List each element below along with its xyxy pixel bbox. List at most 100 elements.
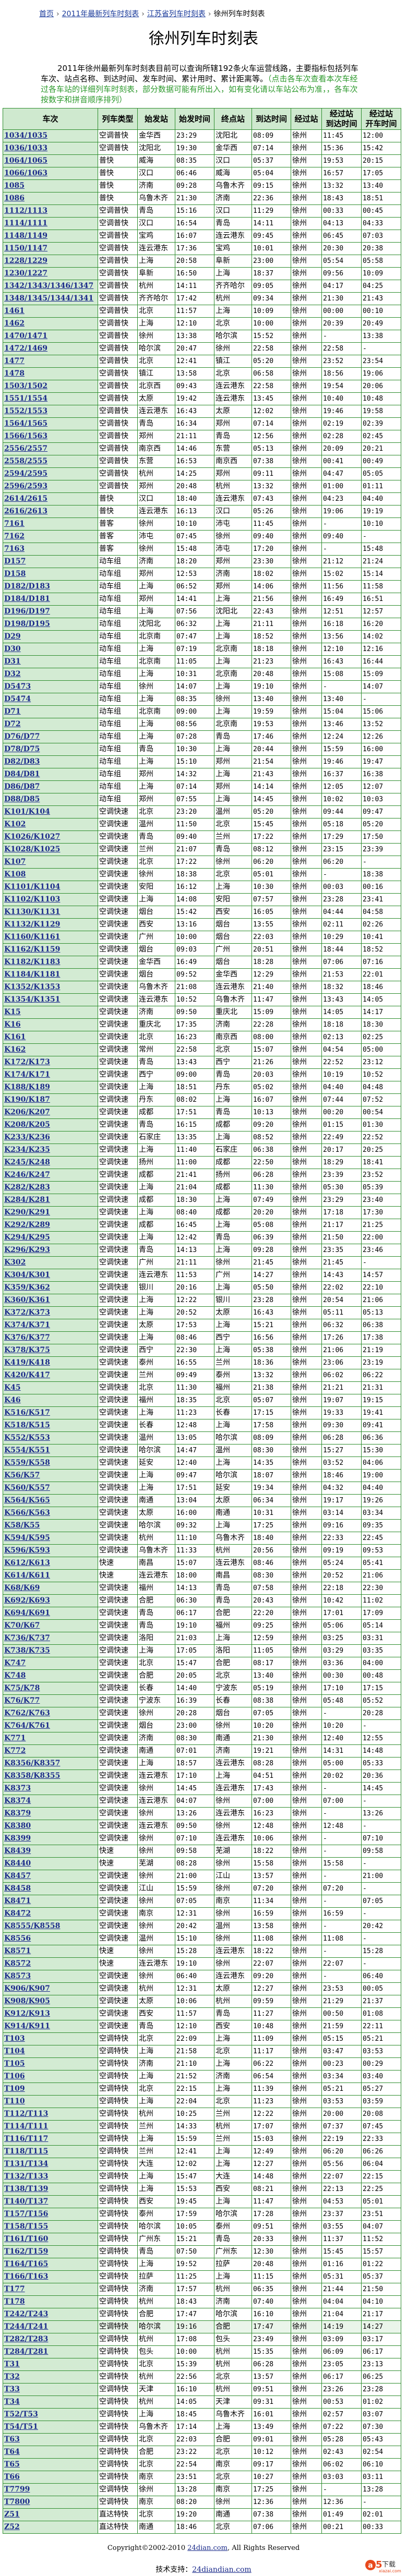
- train-number-link[interactable]: T131/T134: [4, 2160, 49, 2168]
- train-number-link[interactable]: T138/T139: [4, 2185, 49, 2193]
- train-number-link[interactable]: T109: [4, 2085, 25, 2093]
- train-number-link[interactable]: K296/K293: [4, 1246, 50, 1254]
- train-number-link[interactable]: K372/K373: [4, 1308, 50, 1317]
- train-number-link[interactable]: K292/K289: [4, 1221, 50, 1229]
- train-number-link[interactable]: D31: [4, 657, 21, 666]
- train-number-link[interactable]: K559/K558: [4, 1459, 50, 1467]
- train-number-link[interactable]: K8556: [4, 1934, 31, 1943]
- train-number-link[interactable]: T158/T155: [4, 2222, 49, 2231]
- train-number-link[interactable]: 1477: [4, 357, 25, 365]
- train-number-link[interactable]: T284/T281: [4, 2348, 49, 2356]
- train-number-link[interactable]: K516/K517: [4, 1409, 50, 1417]
- support-site-link[interactable]: 24diandian.com: [192, 2566, 252, 2574]
- train-number-link[interactable]: K772: [4, 1747, 26, 1755]
- train-number-link[interactable]: D157: [4, 557, 26, 565]
- train-number-link[interactable]: K302: [4, 1258, 26, 1267]
- train-number-link[interactable]: 1114/1111: [4, 219, 48, 227]
- train-number-link[interactable]: K70/K67: [4, 1621, 40, 1630]
- train-number-link[interactable]: K376/K377: [4, 1333, 50, 1342]
- train-number-link[interactable]: K76/K77: [4, 1696, 40, 1705]
- train-number-link[interactable]: K206/K207: [4, 1108, 50, 1116]
- train-number-link[interactable]: 1566/1563: [4, 432, 48, 440]
- train-number-link[interactable]: K420/K417: [4, 1371, 50, 1379]
- train-number-link[interactable]: 1342/1343/1346/1347: [4, 282, 94, 290]
- train-number-link[interactable]: T161/T160: [4, 2235, 49, 2243]
- train-number-link[interactable]: 7163: [4, 545, 25, 553]
- train-number-link[interactable]: T34: [4, 2398, 20, 2406]
- train-number-link[interactable]: 1112/1113: [4, 207, 48, 215]
- train-number-link[interactable]: T7800: [4, 2498, 30, 2506]
- train-number-link[interactable]: K1130/K1131: [4, 908, 61, 916]
- train-number-link[interactable]: K596/K593: [4, 1546, 50, 1555]
- train-number-link[interactable]: D182/D183: [4, 582, 50, 591]
- train-number-link[interactable]: K1352/K1353: [4, 983, 61, 991]
- train-number-link[interactable]: T66: [4, 2473, 20, 2481]
- breadcrumb-2011-timetable-link[interactable]: 2011年最新列车时刻表: [62, 10, 139, 18]
- train-number-link[interactable]: T164/T165: [4, 2260, 49, 2268]
- train-number-link[interactable]: K748: [4, 1671, 26, 1680]
- train-number-link[interactable]: T282/T283: [4, 2335, 49, 2343]
- train-number-link[interactable]: K747: [4, 1659, 26, 1667]
- train-number-link[interactable]: 2596/2593: [4, 482, 48, 490]
- train-number-link[interactable]: D5474: [4, 695, 31, 703]
- train-number-link[interactable]: K282/K283: [4, 1183, 50, 1191]
- train-number-link[interactable]: T132/T133: [4, 2172, 49, 2181]
- train-number-link[interactable]: K233/K236: [4, 1133, 50, 1141]
- train-number-link[interactable]: K8458: [4, 1884, 31, 1893]
- train-number-link[interactable]: K75/K78: [4, 1684, 40, 1692]
- train-number-link[interactable]: D198/D195: [4, 620, 50, 628]
- train-number-link[interactable]: D84/D81: [4, 770, 40, 778]
- train-number-link[interactable]: K594/K595: [4, 1534, 50, 1542]
- train-number-link[interactable]: K1101/K1104: [4, 883, 61, 891]
- train-number-link[interactable]: K290/K291: [4, 1208, 50, 1217]
- train-number-link[interactable]: 1461: [4, 307, 25, 315]
- train-number-link[interactable]: T177: [4, 2285, 25, 2293]
- train-number-link[interactable]: T52/T53: [4, 2410, 38, 2418]
- train-number-link[interactable]: K564/K565: [4, 1496, 50, 1504]
- train-number-link[interactable]: K188/K189: [4, 1083, 50, 1091]
- train-number-link[interactable]: K762/K763: [4, 1709, 50, 1717]
- train-number-link[interactable]: K245/K248: [4, 1158, 50, 1166]
- train-number-link[interactable]: T242/T243: [4, 2310, 49, 2318]
- train-number-link[interactable]: T104: [4, 2047, 25, 2055]
- train-number-link[interactable]: T178: [4, 2297, 25, 2306]
- train-number-link[interactable]: K419/K418: [4, 1358, 50, 1367]
- train-number-link[interactable]: K8439: [4, 1847, 31, 1855]
- train-number-link[interactable]: 1034/1035: [4, 131, 48, 140]
- train-number-link[interactable]: K208/K205: [4, 1121, 50, 1129]
- train-number-link[interactable]: K234/K235: [4, 1146, 50, 1154]
- train-number-link[interactable]: Z52: [4, 2523, 20, 2531]
- train-number-link[interactable]: T114/T111: [4, 2122, 49, 2130]
- train-number-link[interactable]: T65: [4, 2460, 20, 2469]
- train-number-link[interactable]: 2616/2613: [4, 507, 48, 515]
- breadcrumb-jiangsu-link[interactable]: 江苏省列车时刻表: [147, 10, 206, 18]
- train-number-link[interactable]: K8555/K8558: [4, 1922, 61, 1930]
- train-number-link[interactable]: D88/D85: [4, 795, 40, 803]
- train-number-link[interactable]: K612/K613: [4, 1559, 50, 1567]
- train-number-link[interactable]: K771: [4, 1734, 26, 1742]
- train-number-link[interactable]: 1086: [4, 194, 25, 202]
- train-number-link[interactable]: K15: [4, 1008, 21, 1016]
- train-number-link[interactable]: K284/K281: [4, 1196, 50, 1204]
- train-number-link[interactable]: 1462: [4, 319, 25, 328]
- train-number-link[interactable]: K1028/K1025: [4, 845, 61, 853]
- train-number-link[interactable]: K162: [4, 1045, 26, 1054]
- train-number-link[interactable]: T166/T163: [4, 2272, 49, 2281]
- train-number-link[interactable]: D158: [4, 570, 26, 578]
- train-number-link[interactable]: D82/D83: [4, 757, 40, 766]
- train-number-link[interactable]: K1102/K1103: [4, 895, 61, 904]
- train-number-link[interactable]: K1182/K1183: [4, 958, 61, 966]
- train-number-link[interactable]: 7162: [4, 532, 25, 540]
- train-number-link[interactable]: 1148/1149: [4, 232, 48, 240]
- train-number-link[interactable]: K560/K557: [4, 1484, 50, 1492]
- train-number-link[interactable]: D184/D181: [4, 595, 50, 603]
- train-number-link[interactable]: K518/K515: [4, 1421, 50, 1429]
- train-number-link[interactable]: K8379: [4, 1809, 31, 1817]
- train-number-link[interactable]: K554/K551: [4, 1446, 50, 1454]
- train-number-link[interactable]: K359/K362: [4, 1283, 50, 1292]
- train-number-link[interactable]: 2558/2555: [4, 457, 48, 465]
- train-number-link[interactable]: K102: [4, 820, 26, 828]
- train-number-link[interactable]: D29: [4, 632, 21, 641]
- train-number-link[interactable]: K8457: [4, 1872, 31, 1880]
- train-number-link[interactable]: Z51: [4, 2510, 20, 2519]
